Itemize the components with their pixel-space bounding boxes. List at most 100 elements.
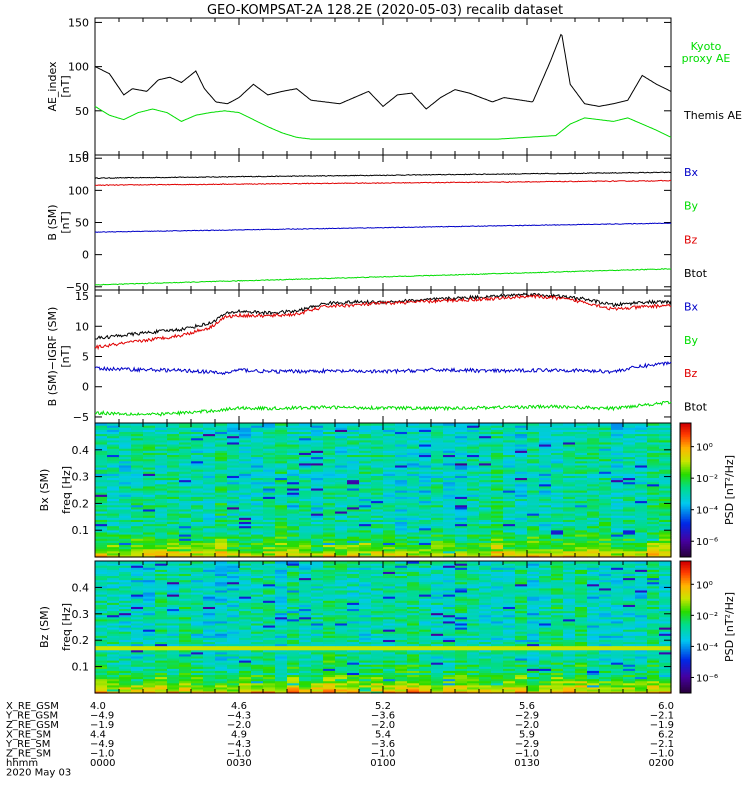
spectrogram-cell <box>227 552 240 556</box>
spectrogram-cell <box>539 533 552 537</box>
colorbar-cell <box>680 533 691 536</box>
spectrogram-cell <box>203 498 216 502</box>
spectrogram-cell <box>215 552 228 556</box>
spectrogram-cell <box>431 517 444 520</box>
spectrogram-cell <box>191 452 204 455</box>
spectrogram-cell <box>383 678 396 682</box>
spectrogram-cell <box>599 431 612 435</box>
spectrogram-cell <box>455 510 468 514</box>
spectrogram-cell <box>359 481 372 485</box>
spectrogram-cell <box>179 631 192 634</box>
spectrogram-cell <box>551 653 564 657</box>
spectrogram-cell <box>215 483 228 487</box>
spectrogram-cell <box>635 674 648 678</box>
spectrogram-cell <box>167 678 180 682</box>
spectrogram-cell <box>515 529 528 533</box>
spectrogram-cell <box>95 651 108 655</box>
spectrogram-cell <box>179 485 192 489</box>
spectrogram-cell <box>491 629 504 632</box>
spectrogram-cell <box>407 441 420 445</box>
spectrogram-cell <box>203 643 216 647</box>
spectrogram-cell <box>371 684 384 688</box>
spectrogram-cell <box>491 483 504 487</box>
spectrogram-cell <box>551 466 564 470</box>
spectrogram-cell <box>203 506 216 510</box>
spectrogram-cell <box>347 433 360 437</box>
spectrogram-cell <box>467 477 480 481</box>
spectrogram-cell <box>491 429 504 432</box>
spectrogram-cell <box>623 651 636 655</box>
spectrogram-cell <box>215 631 228 634</box>
spectrogram-cell <box>575 473 588 476</box>
legend-label: Themis AE <box>683 109 742 122</box>
y-axis-unit: [nT] <box>59 345 72 367</box>
spectrogram-cell <box>611 519 624 522</box>
spectrogram-cell <box>635 508 648 512</box>
spectrogram-cell <box>251 498 264 502</box>
spectrogram-cell <box>635 521 648 525</box>
spectrogram-cell <box>395 536 408 539</box>
spectrogram-cell <box>311 525 324 529</box>
spectrogram-cell <box>407 635 420 638</box>
spectrogram-cell <box>575 664 588 667</box>
spectrogram-cell <box>527 439 540 443</box>
spectrogram-cell <box>395 533 408 537</box>
spectrogram-cell <box>179 627 192 630</box>
spectrogram-cell <box>131 450 144 453</box>
spectrogram-cell <box>419 544 432 548</box>
spectrogram-cell <box>239 546 252 550</box>
spectrogram-cell <box>647 690 660 694</box>
spectrogram-cell <box>263 504 276 508</box>
spectrogram-cell <box>515 653 528 657</box>
spectrogram-cell <box>587 680 600 684</box>
spectrogram-cell <box>647 523 660 527</box>
spectrogram-cell <box>311 475 324 479</box>
spectrogram-cell <box>515 427 528 430</box>
spectrogram-cell <box>479 431 492 435</box>
spectrogram-cell <box>323 678 336 682</box>
spectrogram-cell <box>179 481 192 485</box>
spectrogram-cell <box>335 647 348 651</box>
spectrogram-cell <box>383 439 396 443</box>
spectrogram-cell <box>131 506 144 510</box>
spectrogram-cell <box>515 429 528 432</box>
spectrogram-cell <box>491 552 504 556</box>
spectrogram-cell <box>395 469 408 472</box>
spectrogram-cell <box>191 657 204 661</box>
spectrogram-cell <box>371 523 384 527</box>
spectrogram-cell <box>239 483 252 487</box>
spectrogram-cell <box>383 483 396 487</box>
spectrogram-cell <box>359 437 372 441</box>
spectrogram-cell <box>443 500 456 504</box>
spectrogram-cell <box>155 637 168 640</box>
spectrogram-cell <box>647 554 660 558</box>
spectrogram-cell <box>371 464 384 468</box>
spectrogram-cell <box>623 479 636 483</box>
spectrogram-cell <box>251 490 264 493</box>
spectrogram-cell <box>323 682 336 686</box>
spectrogram-cell <box>575 487 588 491</box>
spectrogram-cell <box>299 542 312 546</box>
spectrogram-cell <box>539 629 552 632</box>
spectrogram-cell <box>503 639 516 643</box>
spectrogram-cell <box>299 477 312 481</box>
spectrogram-cell <box>179 427 192 430</box>
spectrogram-cell <box>623 515 636 518</box>
spectrogram-cell <box>359 504 372 508</box>
spectrogram-cell <box>599 631 612 634</box>
spectrogram-cell <box>503 540 516 543</box>
spectrogram-cell <box>107 521 120 525</box>
spectrogram-cell <box>551 645 564 649</box>
spectrogram-cell <box>359 525 372 529</box>
spectrogram-cell <box>371 662 384 665</box>
spectrogram-cell <box>467 481 480 485</box>
spectrogram-cell <box>179 490 192 493</box>
spectrogram-cell <box>131 688 144 692</box>
spectrogram-cell <box>527 627 540 630</box>
spectrogram-cell <box>335 448 348 451</box>
spectrogram-cell <box>227 510 240 514</box>
spectrogram-cell <box>179 462 192 466</box>
spectrogram-cell <box>443 678 456 682</box>
spectrogram-cell <box>179 660 192 663</box>
spectrogram-cell <box>527 688 540 692</box>
